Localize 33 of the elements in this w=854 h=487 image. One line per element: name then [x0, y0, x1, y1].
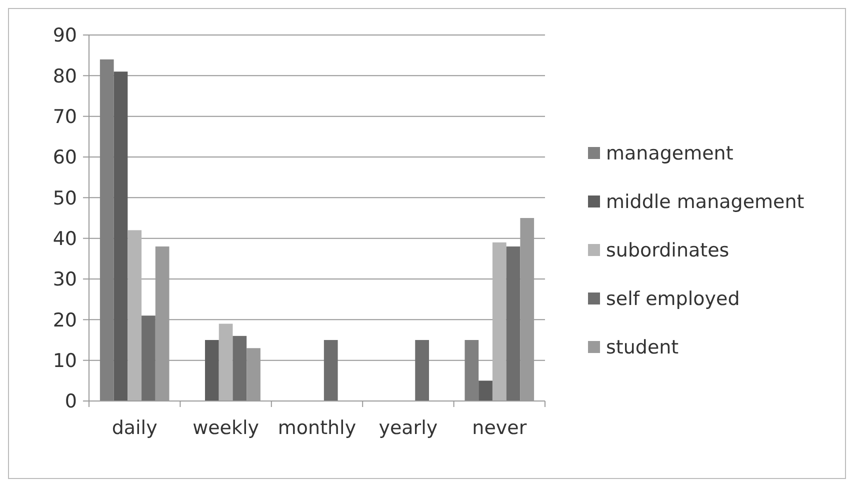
bar [100, 59, 114, 401]
y-tick-label: 80 [52, 65, 77, 88]
x-tick-label: never [472, 417, 527, 439]
legend-label: management [606, 142, 734, 165]
legend-label: student [606, 336, 679, 359]
y-tick-label: 40 [52, 228, 77, 250]
x-tick-label: daily [112, 417, 158, 439]
y-tick-label: 60 [52, 146, 77, 169]
bar [415, 340, 429, 401]
bar [492, 242, 506, 401]
bar [478, 380, 492, 401]
y-tick-label: 50 [52, 187, 77, 210]
bar [232, 336, 247, 401]
bar [114, 72, 128, 401]
y-tick-label: 0 [64, 390, 77, 413]
legend-label: self employed [606, 288, 740, 310]
bar [142, 316, 156, 401]
y-tick-label: 30 [52, 268, 77, 291]
legend-label: subordinates [606, 240, 730, 262]
bar [506, 246, 520, 401]
bar [324, 340, 338, 401]
x-tick-label: monthly [278, 417, 356, 439]
y-tick-label: 90 [52, 24, 77, 47]
y-tick-label: 70 [52, 106, 77, 128]
bar [128, 230, 142, 401]
legend-label: middle management [606, 191, 804, 214]
x-tick-label: weekly [192, 417, 260, 439]
bar [218, 324, 233, 401]
y-tick-label: 20 [52, 309, 77, 332]
bar [205, 340, 219, 401]
x-tick-label: yearly [378, 417, 438, 439]
y-tick-label: 10 [52, 350, 77, 372]
bar [464, 340, 479, 401]
